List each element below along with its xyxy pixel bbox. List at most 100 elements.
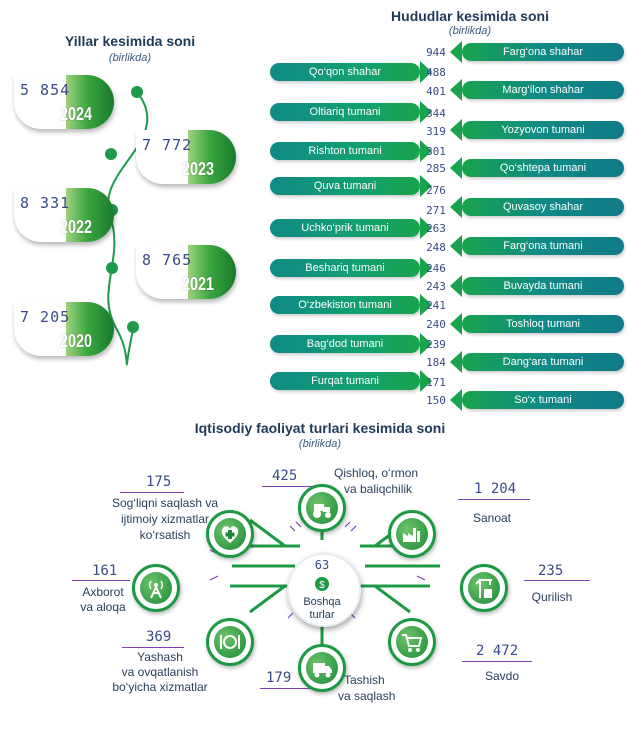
antenna-icon (149, 580, 163, 599)
year-card-2020: 7 205 2020 (14, 302, 128, 356)
construction-underline (524, 580, 590, 581)
region-bar-fargona-tumani: Farg‘ona tumani (450, 235, 624, 257)
center-hub (287, 553, 361, 627)
region-bar-toshloq-tumani: Toshloq tumani (450, 313, 624, 335)
center-value: 63 (314, 558, 330, 572)
region-value: 285 (426, 162, 446, 175)
region-value: 401 (426, 85, 446, 98)
years-title: Yillar kesimida soni (64, 33, 196, 49)
region-bar-quvasoy-shahar: Quvasoy shahar (450, 196, 624, 218)
agriculture-underline (262, 486, 312, 487)
trade-label: Savdo (484, 669, 520, 683)
region-value: 184 (426, 356, 446, 369)
region-bar-qoqon-shahar: Qo‘qon shahar (270, 61, 432, 83)
year-label-2020: 2020 (60, 331, 93, 351)
region-value: 240 (426, 318, 446, 331)
region-bar-fargona-shahar: Farg‘ona shahar (450, 41, 624, 63)
year-card-2022: 8 331 2022 (14, 188, 128, 242)
year-card-2021: 8 765 2021 (136, 245, 250, 299)
region-bar-qoshtepa-tumani: Qo‘shtepa tumani (450, 157, 624, 179)
regions-subtitle: (birlikda) (448, 25, 492, 37)
region-value: 248 (426, 241, 446, 254)
years-subtitle: (birlikda) (108, 52, 152, 64)
year-label-2021: 2021 (182, 274, 215, 294)
region-value: 150 (426, 394, 446, 407)
agriculture-label-2: va baliqchilik (344, 482, 413, 496)
health-label-1: Sog‘liqni saqlash va (111, 496, 219, 510)
agriculture-label-1: Qishloq, o‘rmon (334, 466, 419, 480)
hospitality-node (206, 618, 254, 666)
region-bar-quva-tumani: Quva tumani (270, 175, 432, 197)
money-bag-icon: $ (315, 577, 329, 591)
health-value: 175 (146, 474, 172, 490)
health-label-2: ijtimoiy xizmatlar (120, 512, 209, 526)
factory-icon (403, 528, 420, 542)
region-value: 271 (426, 204, 446, 217)
center-label-1: Boshqa (303, 596, 341, 608)
industry-value: 1 204 (474, 481, 517, 497)
regions-title: Hududlar kesimida soni (391, 8, 549, 24)
region-bar-dangara-tumani: Dang‘ara tumani (450, 351, 624, 373)
industry-label: Sanoat (472, 511, 512, 525)
tractor-icon (313, 504, 331, 518)
region-value: 263 (426, 222, 446, 235)
year-label-2024: 2024 (60, 104, 93, 124)
region-value: 344 (426, 107, 446, 120)
region-bar-uchkoprik-tumani: Uchko‘prik tumani (270, 217, 432, 239)
hospitality-value: 369 (146, 629, 172, 645)
region-bar-buvayda-tumani: Buvayda tumani (450, 275, 624, 297)
construction-node (460, 564, 508, 612)
health-underline (120, 492, 184, 493)
region-value: 239 (426, 338, 446, 351)
plate-cutlery-icon (220, 635, 240, 649)
truck-icon (313, 663, 332, 678)
year-value-2022: 8 331 (20, 194, 71, 212)
health-node (206, 510, 254, 558)
region-bar-beshariq-tumani: Beshariq tumani (270, 257, 432, 279)
region-bar-sox-tumani: So‘x tumani (450, 389, 624, 411)
trade-value: 2 472 (476, 643, 519, 659)
year-card-2023: 7 772 2023 (136, 130, 250, 184)
year-label-2023: 2023 (182, 159, 215, 179)
years-timeline (105, 86, 149, 366)
region-value: 246 (426, 262, 446, 275)
hospitality-label-2: va ovqatlanish (121, 665, 199, 679)
industry-underline (458, 499, 530, 500)
agriculture-value: 425 (272, 468, 298, 484)
year-label-2022: 2022 (60, 217, 93, 237)
hospitality-label-3: bo‘yicha xizmatlar (112, 680, 208, 694)
region-value: 276 (426, 184, 446, 197)
region-value: 301 (426, 145, 446, 158)
region-value: 171 (426, 376, 446, 389)
transport-value: 179 (266, 670, 292, 686)
year-value-2020: 7 205 (20, 308, 71, 326)
region-bar-oltiariq-tumani: Oltiariq tumani (270, 101, 432, 123)
activity-subtitle: (birlikda) (298, 438, 342, 450)
activity-title: Iqtisodiy faoliyat turlari kesimida soni (194, 420, 446, 436)
trade-underline (462, 661, 532, 662)
shopping-cart-icon (402, 634, 423, 652)
region-bar-ozbekiston-tumani: O‘zbekiston tumani (270, 294, 432, 316)
region-bar-rishton-tumani: Rishton tumani (270, 140, 432, 162)
transport-label-1: Tashish (344, 673, 385, 687)
info-value: 161 (92, 563, 118, 579)
hospitality-underline (122, 647, 184, 648)
region-value: 319 (426, 125, 446, 138)
heart-cross-icon (221, 526, 239, 543)
region-value: 243 (426, 280, 446, 293)
transport-label-2: va saqlash (338, 689, 396, 703)
svg-text:$: $ (319, 580, 325, 591)
region-value: 944 (426, 46, 446, 59)
region-bar-margilon-shahar: Marg‘ilon shahar (450, 79, 624, 101)
year-card-2024: 5 854 2024 (14, 75, 128, 129)
region-bar-bagdod-tumani: Bag‘dod tumani (270, 333, 432, 355)
construction-value: 235 (538, 563, 564, 579)
info-label-1: Axborot (82, 585, 124, 599)
trade-node (388, 618, 436, 666)
health-label-3: ko‘rsatish (139, 528, 191, 542)
region-bar-yozyovon-tumani: Yozyovon tumani (450, 119, 624, 141)
region-value: 488 (426, 66, 446, 79)
info-underline (72, 580, 130, 581)
info-label-2: va aloqa (80, 600, 126, 614)
year-value-2021: 8 765 (142, 251, 193, 269)
